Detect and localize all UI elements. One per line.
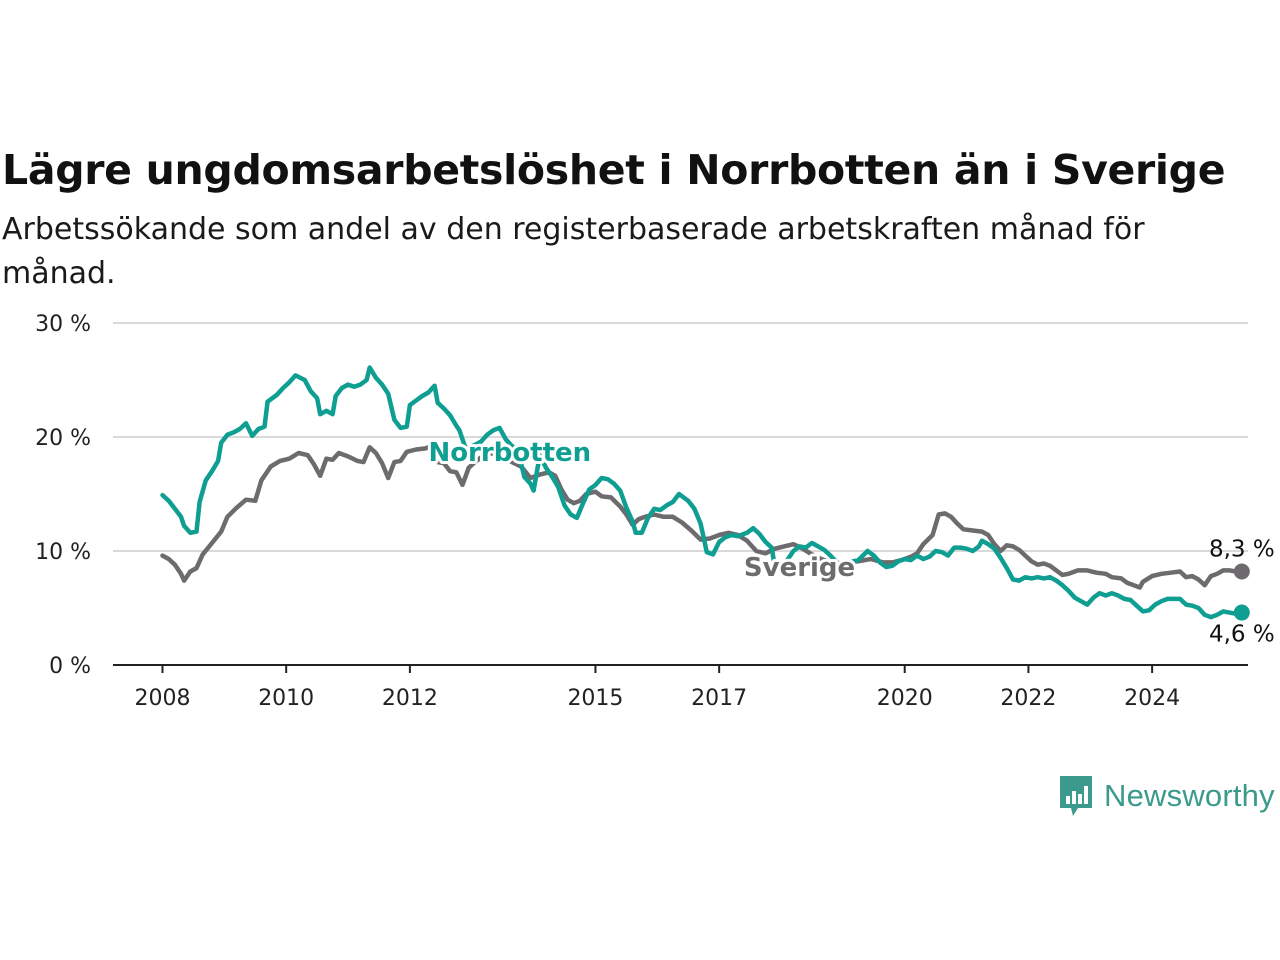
x-tick-label: 2022 xyxy=(1000,686,1056,711)
x-tick-label: 2020 xyxy=(877,686,933,711)
end-value-label: 4,6 % xyxy=(1209,622,1275,648)
series-endpoint-sverige xyxy=(1233,563,1250,580)
chart-subtitle: Arbetssökande som andel av den registerb… xyxy=(2,212,1145,291)
x-tick-label: 2008 xyxy=(134,686,190,711)
series-endpoint-norrbotten xyxy=(1233,604,1250,621)
chart-title: Lägre ungdomsarbetslöshet i Norrbotten ä… xyxy=(2,146,1226,194)
y-tick-label: 0 % xyxy=(49,654,91,679)
newsworthy-logo-text: Newsworthy xyxy=(1104,778,1275,813)
x-tick-label: 2017 xyxy=(691,686,747,711)
x-tick-label: 2012 xyxy=(382,686,438,711)
x-tick-label: 2010 xyxy=(258,686,314,711)
series-line-norrbotten xyxy=(160,365,1245,620)
series-line-sverige xyxy=(160,443,1245,590)
y-tick-label: 20 % xyxy=(35,426,91,451)
newsworthy-logo: Newsworthy xyxy=(1058,774,1275,818)
y-tick-label: 30 % xyxy=(35,312,91,337)
newsworthy-logo-icon xyxy=(1060,776,1092,816)
x-tick-label: 2024 xyxy=(1124,686,1180,711)
y-tick-label: 10 % xyxy=(35,540,91,565)
x-tick-label: 2015 xyxy=(567,686,623,711)
end-value-label: 8,3 % xyxy=(1209,537,1275,563)
series-label-norrbotten: Norrbotten xyxy=(428,438,591,468)
series-label-sverige: Sverige xyxy=(744,553,855,583)
